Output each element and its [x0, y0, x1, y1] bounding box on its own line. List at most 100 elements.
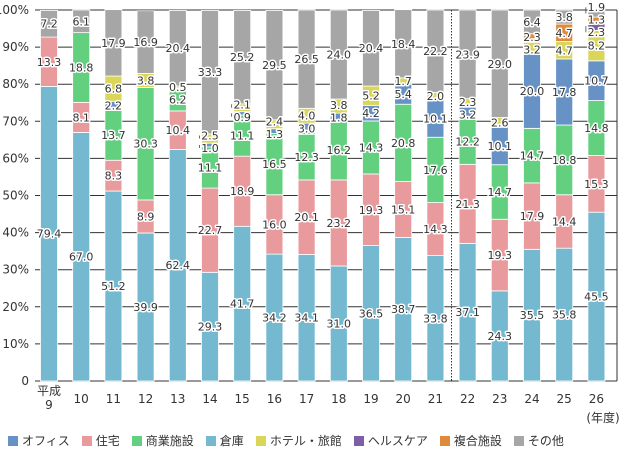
y-tick-label: 50%	[2, 189, 29, 203]
x-tick-label: 26	[589, 392, 604, 406]
data-label: 21.3	[455, 198, 480, 211]
data-label: 19.3	[359, 204, 384, 217]
data-label: 4.7	[555, 44, 573, 57]
stacked-bar-chart: 0 10% 20% 30% 40% 50% 60% 70% 80% 90% 100% 79.4 13.3…	[0, 0, 620, 425]
bar-segment	[426, 9, 445, 93]
data-label: 2.4	[266, 115, 284, 128]
data-label: 10.4	[166, 124, 191, 137]
y-tick-label: 40%	[2, 226, 29, 240]
data-label: 6.2	[169, 93, 187, 106]
data-label: 18.8	[552, 154, 577, 167]
data-label: 2.0	[427, 90, 445, 103]
data-label: 45.5	[584, 291, 609, 304]
data-label: 5.2	[362, 90, 380, 103]
bar-segment	[458, 9, 477, 100]
data-label: 23.2	[327, 217, 352, 230]
legend-item: オフィス	[8, 432, 70, 449]
data-label: 37.1	[455, 306, 480, 319]
data-label: 8.2	[588, 40, 606, 53]
x-tick-label: 14	[202, 392, 217, 406]
data-label: 18.4	[391, 38, 416, 51]
data-label: 14.8	[584, 122, 609, 135]
x-tick-label: 19	[363, 392, 378, 406]
data-label: 14.7	[520, 150, 545, 163]
bar-segment	[587, 9, 606, 18]
x-tick-label: 21	[428, 392, 443, 406]
data-label: 20.0	[520, 85, 545, 98]
data-label: 17.8	[552, 86, 577, 99]
legend-label: ヘルスケア	[367, 434, 428, 448]
x-tick-label: 22	[460, 392, 475, 406]
data-label: 17.9	[101, 37, 126, 50]
data-label: 1.3	[266, 128, 284, 141]
data-label: 18.9	[230, 185, 255, 198]
x-tick-label: 24	[524, 392, 539, 406]
data-label: 2.3	[588, 26, 606, 39]
data-label: 26.5	[294, 53, 319, 66]
data-label: 35.5	[520, 309, 545, 322]
x-tick-label: 15	[235, 392, 250, 406]
data-label: 5.4	[394, 88, 412, 101]
data-label: 79.4	[37, 228, 62, 241]
y-tick-label: 20%	[2, 300, 29, 314]
data-label: 8.3	[105, 170, 123, 183]
bar-segment	[394, 9, 413, 79]
data-label: 3.8	[555, 11, 573, 24]
y-tick-label: 0	[21, 374, 29, 388]
data-label: 12.2	[455, 136, 480, 149]
data-label: 3.2	[459, 108, 477, 121]
data-label: 6.4	[523, 16, 541, 29]
data-label: 34.2	[262, 312, 287, 325]
bar-segment	[362, 9, 380, 87]
legend: オフィス 住宅 商業施設 倉庫 ホテル・旅館 ヘルスケア 複合施設 その他	[8, 432, 564, 449]
data-label: 6.1	[72, 15, 90, 28]
data-label: 4.7	[555, 27, 573, 40]
data-label: 12.3	[294, 151, 319, 164]
data-label: 35.8	[552, 309, 577, 322]
data-label: 10.1	[423, 113, 448, 126]
bar-segment	[329, 9, 348, 100]
y-tick-label: 80%	[2, 77, 29, 91]
bar-segment	[555, 9, 574, 25]
data-label: 3.8	[330, 99, 348, 112]
legend-label: 倉庫	[219, 434, 244, 448]
legend-swatch	[81, 435, 92, 446]
data-label: 7.2	[40, 18, 58, 31]
x-tick-label: 23	[492, 392, 507, 406]
data-label: 19.3	[488, 249, 513, 262]
x-tick-label: 10	[74, 392, 89, 406]
legend-swatch	[131, 435, 142, 446]
legend-label: オフィス	[22, 434, 70, 448]
data-label: 10.7	[584, 75, 609, 88]
x-tick-label: 17	[299, 392, 314, 406]
data-label: 39.9	[133, 301, 158, 314]
data-label: 41.7	[230, 298, 255, 311]
data-label: 33.3	[198, 66, 223, 79]
data-label: 8.1	[72, 111, 90, 124]
data-label: 51.2	[101, 280, 126, 293]
data-label: 38.7	[391, 303, 416, 316]
data-label: 24.0	[327, 49, 352, 62]
data-label: 17.9	[520, 210, 545, 223]
bar-segment	[136, 10, 155, 74]
data-label: 1.7	[394, 75, 412, 88]
data-label: 31.0	[327, 317, 352, 330]
data-label: 29.3	[198, 321, 223, 334]
bar-segment	[40, 9, 58, 38]
data-label: 1.0	[201, 142, 219, 155]
bar-segment	[201, 9, 219, 135]
data-label: 4.2	[362, 107, 380, 120]
bar-segment	[490, 9, 509, 118]
bar-segment	[168, 9, 187, 87]
bar-segment	[104, 9, 123, 77]
data-label: 18.8	[69, 62, 94, 75]
legend-label: 商業施設	[145, 434, 194, 448]
data-label: 29.0	[488, 58, 513, 71]
legend-swatch	[255, 435, 266, 446]
y-tick-label: 30%	[2, 263, 29, 277]
legend-item: 住宅	[81, 432, 120, 449]
data-label: 1.3	[588, 14, 606, 27]
legend-item: その他	[513, 432, 564, 449]
legend-swatch	[205, 435, 216, 446]
y-tick-label: 60%	[2, 151, 29, 165]
